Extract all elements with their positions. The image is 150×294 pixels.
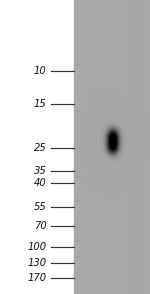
Bar [74, 0, 150, 294]
Text: 25: 25 [34, 143, 46, 153]
Text: 10: 10 [34, 66, 46, 76]
Text: 15: 15 [34, 99, 46, 109]
Text: 40: 40 [34, 178, 46, 188]
Text: 130: 130 [27, 258, 46, 268]
Text: 55: 55 [34, 202, 46, 212]
Text: 100: 100 [27, 242, 46, 252]
Text: 35: 35 [34, 166, 46, 176]
Text: 170: 170 [27, 273, 46, 283]
Text: 70: 70 [34, 221, 46, 231]
